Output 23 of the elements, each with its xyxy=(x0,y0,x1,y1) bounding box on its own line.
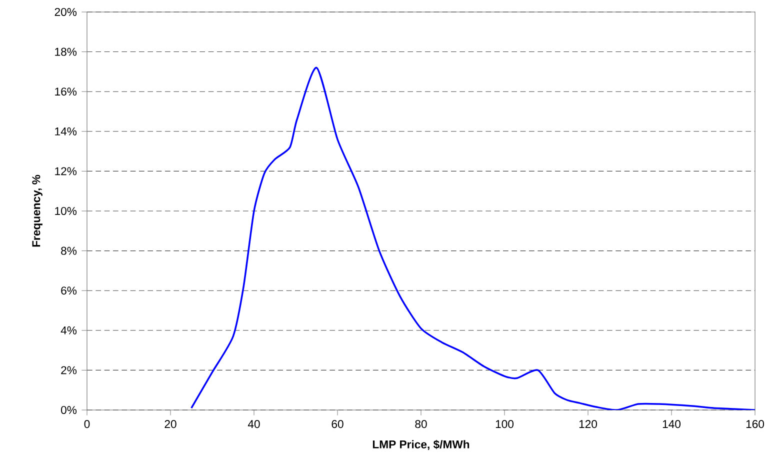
x-tick-label: 140 xyxy=(662,420,681,428)
y-tick-label: 12% xyxy=(55,167,77,176)
x-tick-label: 160 xyxy=(746,420,764,428)
x-axis-title: LMP Price, $/MWh xyxy=(372,440,470,450)
x-tick-label: 60 xyxy=(332,420,344,428)
x-tick-label: 100 xyxy=(496,420,514,428)
y-tick-label: 4% xyxy=(60,326,77,334)
y-tick-label: 10% xyxy=(55,206,77,216)
x-tick-label: 0 xyxy=(84,420,90,428)
y-tick-label: 6% xyxy=(61,286,77,295)
y-tick-label: 8% xyxy=(61,246,77,255)
y-tick-label: 2% xyxy=(61,366,77,374)
y-tick-label: 18% xyxy=(55,48,77,56)
y-tick-label: 16% xyxy=(55,88,77,96)
x-tick-label: 20 xyxy=(164,420,176,428)
x-tick-label: 120 xyxy=(579,420,598,428)
x-tick-label: 80 xyxy=(415,420,427,428)
y-tick-label: 20% xyxy=(54,8,77,16)
y-axis-title: Frequency, % xyxy=(32,174,42,247)
x-tick-label: 40 xyxy=(248,420,260,428)
y-tick-label: 0% xyxy=(61,406,77,414)
line-series xyxy=(190,66,756,410)
y-tick-label: 14% xyxy=(55,127,77,136)
